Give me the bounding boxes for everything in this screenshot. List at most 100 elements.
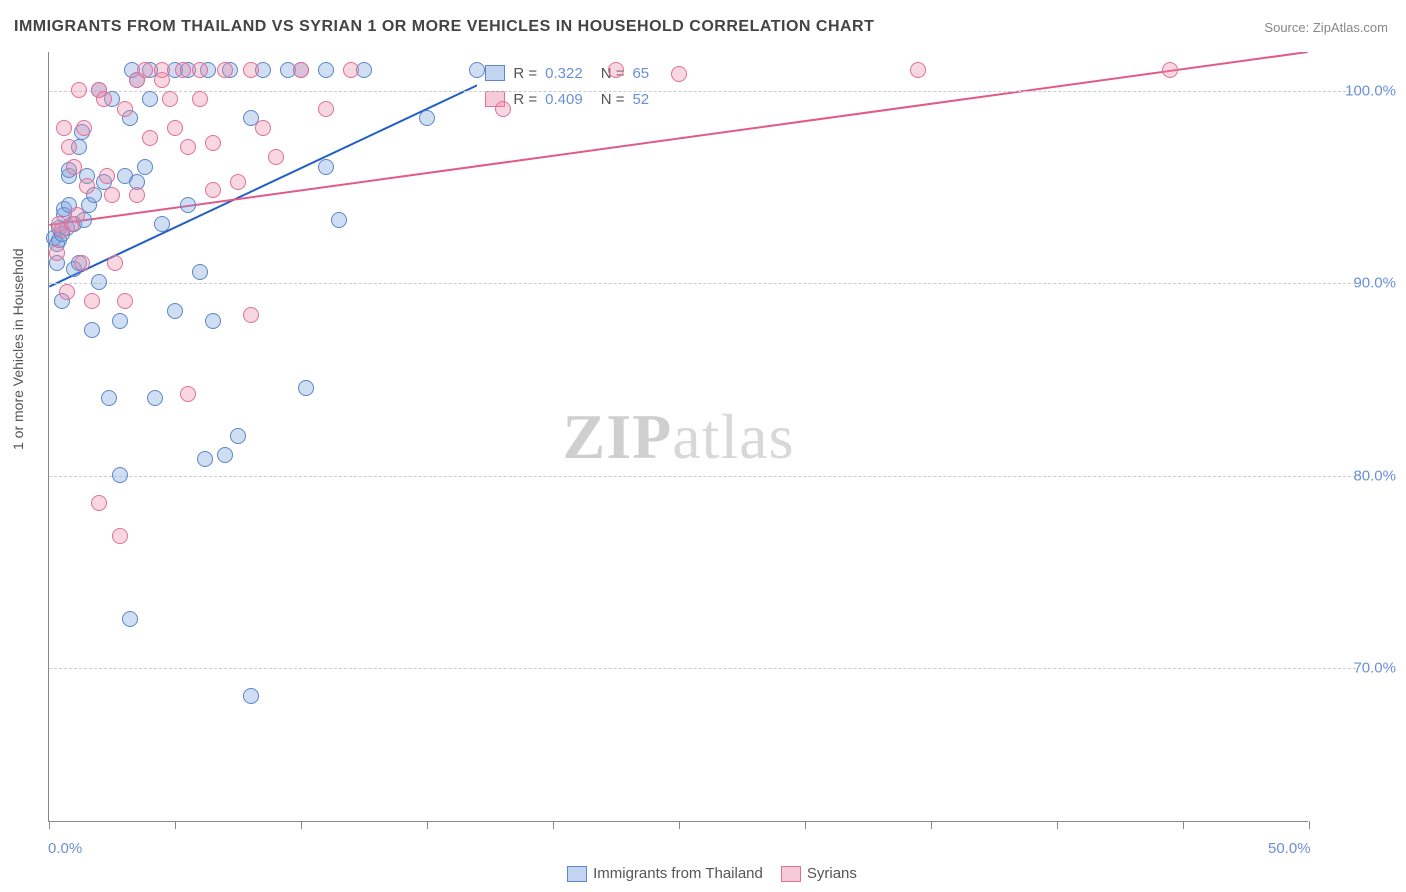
scatter-point bbox=[117, 101, 133, 117]
scatter-point bbox=[129, 187, 145, 203]
scatter-point bbox=[205, 313, 221, 329]
x-tick bbox=[1057, 821, 1058, 829]
legend-n-value: 52 bbox=[632, 91, 649, 108]
scatter-point bbox=[154, 216, 170, 232]
x-tick bbox=[931, 821, 932, 829]
x-tick bbox=[1309, 821, 1310, 829]
scatter-point bbox=[243, 307, 259, 323]
scatter-point bbox=[76, 120, 92, 136]
legend-swatch bbox=[781, 866, 801, 882]
x-tick bbox=[553, 821, 554, 829]
scatter-point bbox=[107, 255, 123, 271]
x-tick bbox=[301, 821, 302, 829]
series-legend: Immigrants from ThailandSyrians bbox=[0, 865, 1406, 882]
scatter-point bbox=[71, 82, 87, 98]
scatter-point bbox=[56, 120, 72, 136]
scatter-point bbox=[205, 135, 221, 151]
scatter-point bbox=[671, 66, 687, 82]
scatter-point bbox=[192, 91, 208, 107]
scatter-point bbox=[243, 62, 259, 78]
scatter-point bbox=[180, 386, 196, 402]
y-tick-label: 80.0% bbox=[1353, 467, 1396, 484]
x-tick bbox=[49, 821, 50, 829]
scatter-point bbox=[104, 187, 120, 203]
legend-r-value: 0.409 bbox=[545, 91, 583, 108]
scatter-point bbox=[197, 451, 213, 467]
scatter-point bbox=[230, 428, 246, 444]
watermark-rest: atlas bbox=[672, 401, 794, 472]
scatter-point bbox=[142, 91, 158, 107]
scatter-point bbox=[180, 139, 196, 155]
legend-r-value: 0.322 bbox=[545, 65, 583, 82]
x-tick bbox=[1183, 821, 1184, 829]
legend-r-label: R = bbox=[513, 91, 537, 108]
scatter-point bbox=[99, 168, 115, 184]
scatter-point bbox=[91, 274, 107, 290]
gridline-h bbox=[49, 476, 1356, 477]
x-tick-label: 50.0% bbox=[1268, 840, 1311, 857]
scatter-point bbox=[318, 159, 334, 175]
gridline-h bbox=[49, 668, 1356, 669]
scatter-point bbox=[154, 62, 170, 78]
x-tick bbox=[679, 821, 680, 829]
scatter-point bbox=[91, 495, 107, 511]
x-tick bbox=[175, 821, 176, 829]
scatter-point bbox=[74, 255, 90, 271]
scatter-point bbox=[608, 62, 624, 78]
chart-title: IMMIGRANTS FROM THAILAND VS SYRIAN 1 OR … bbox=[14, 18, 874, 36]
scatter-point bbox=[84, 293, 100, 309]
scatter-point bbox=[217, 62, 233, 78]
scatter-point bbox=[66, 159, 82, 175]
scatter-point bbox=[122, 611, 138, 627]
scatter-point bbox=[318, 62, 334, 78]
scatter-point bbox=[192, 62, 208, 78]
y-axis-label: 1 or more Vehicles in Household bbox=[10, 248, 26, 450]
scatter-point bbox=[117, 293, 133, 309]
scatter-point bbox=[147, 390, 163, 406]
scatter-point bbox=[79, 178, 95, 194]
scatter-point bbox=[192, 264, 208, 280]
scatter-point bbox=[331, 212, 347, 228]
scatter-point bbox=[96, 91, 112, 107]
scatter-point bbox=[162, 91, 178, 107]
scatter-point bbox=[84, 322, 100, 338]
legend-swatch bbox=[485, 65, 505, 81]
y-tick-label: 70.0% bbox=[1353, 660, 1396, 677]
gridline-h bbox=[49, 91, 1356, 92]
scatter-point bbox=[59, 284, 75, 300]
legend-n-value: 65 bbox=[632, 65, 649, 82]
scatter-point bbox=[217, 447, 233, 463]
scatter-point bbox=[112, 528, 128, 544]
scatter-point bbox=[268, 149, 284, 165]
scatter-point bbox=[101, 390, 117, 406]
x-tick bbox=[805, 821, 806, 829]
source-label: Source: bbox=[1264, 20, 1309, 35]
y-tick-label: 90.0% bbox=[1353, 275, 1396, 292]
scatter-point bbox=[205, 182, 221, 198]
scatter-plot: ZIPatlas R =0.322N =65R =0.409N =52 bbox=[48, 52, 1308, 822]
source-link[interactable]: ZipAtlas.com bbox=[1313, 20, 1388, 35]
scatter-point bbox=[112, 313, 128, 329]
scatter-point bbox=[61, 139, 77, 155]
legend-series-label: Immigrants from Thailand bbox=[593, 865, 763, 882]
scatter-point bbox=[167, 120, 183, 136]
scatter-point bbox=[112, 467, 128, 483]
gridline-h bbox=[49, 283, 1356, 284]
scatter-point bbox=[910, 62, 926, 78]
legend-r-label: R = bbox=[513, 65, 537, 82]
x-tick bbox=[427, 821, 428, 829]
watermark: ZIPatlas bbox=[563, 400, 795, 474]
legend-row: R =0.322N =65 bbox=[485, 60, 649, 86]
scatter-point bbox=[318, 101, 334, 117]
watermark-bold: ZIP bbox=[563, 401, 673, 472]
x-tick-label: 0.0% bbox=[48, 840, 82, 857]
scatter-point bbox=[142, 130, 158, 146]
legend-n-label: N = bbox=[601, 91, 625, 108]
scatter-point bbox=[255, 120, 271, 136]
scatter-point bbox=[137, 62, 153, 78]
scatter-point bbox=[293, 62, 309, 78]
scatter-point bbox=[298, 380, 314, 396]
source-attribution: Source: ZipAtlas.com bbox=[1264, 20, 1388, 35]
scatter-point bbox=[49, 245, 65, 261]
legend-swatch bbox=[567, 866, 587, 882]
